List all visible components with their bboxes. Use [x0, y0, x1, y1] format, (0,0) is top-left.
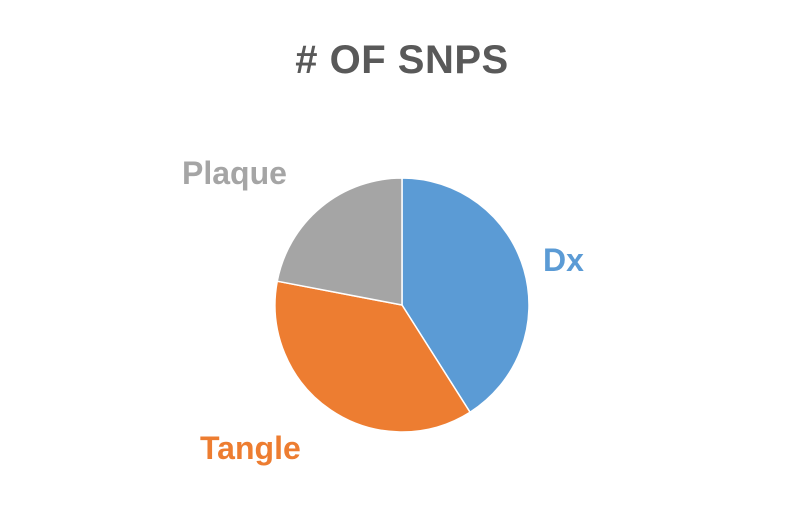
- chart-title: # OF SNPS: [295, 38, 509, 82]
- pie-slice-plaque: [276, 177, 403, 306]
- slice-label-plaque: Plaque: [182, 155, 287, 191]
- slice-label-tangle: Tangle: [200, 430, 301, 466]
- slice-label-dx: Dx: [543, 242, 584, 278]
- pie-slice-tangle: [274, 280, 472, 433]
